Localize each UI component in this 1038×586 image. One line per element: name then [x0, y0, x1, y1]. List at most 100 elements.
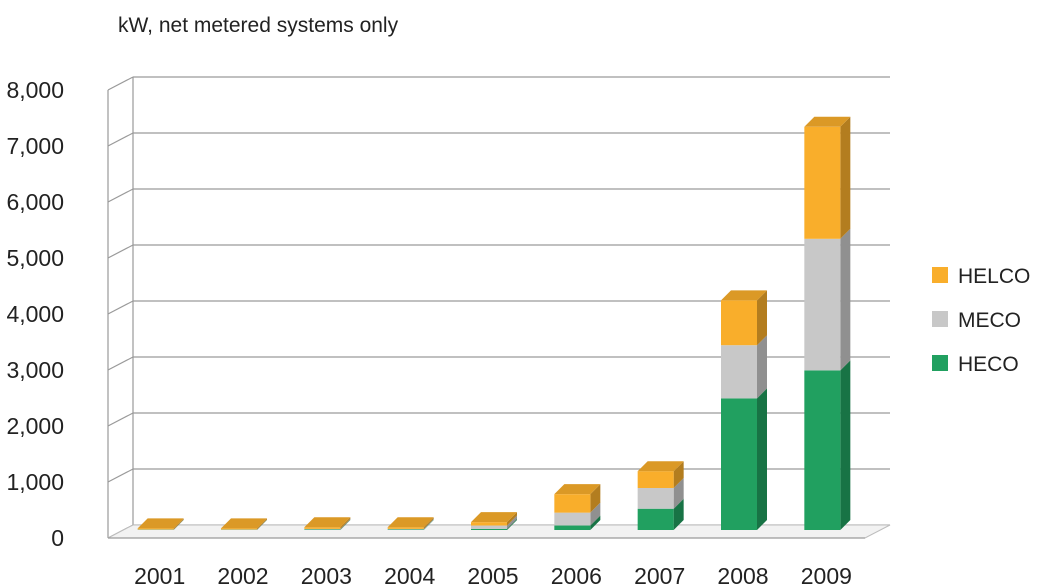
gridline-wall — [107, 76, 134, 91]
bars — [137, 116, 851, 530]
bar-front — [637, 508, 674, 530]
legend-label-meco: MECO — [958, 309, 1021, 332]
bar-meco-2007 — [637, 478, 684, 509]
bar-heco-2002 — [221, 519, 267, 530]
bar-meco-2001 — [137, 519, 184, 530]
bar-side — [257, 519, 267, 530]
bar-front — [554, 525, 591, 530]
bar-side — [590, 502, 601, 526]
bar-side — [590, 515, 601, 530]
bar-top — [721, 290, 767, 301]
bar-helco-2006 — [554, 484, 601, 513]
bar-heco-2009 — [804, 360, 851, 530]
bar-front — [471, 528, 507, 530]
gridline-wall — [107, 300, 134, 315]
legend-label-helco: HELCO — [958, 265, 1030, 288]
bar-heco-2007 — [637, 498, 684, 530]
bar-top — [804, 116, 851, 127]
x-tick-label: 2003 — [301, 563, 352, 586]
bar-side — [507, 518, 517, 530]
bar-top — [387, 517, 434, 528]
bar-meco-2009 — [804, 228, 851, 371]
bar-front — [304, 529, 341, 530]
bar-front — [221, 528, 257, 530]
bar-side — [340, 517, 351, 529]
legend-label-heco: HECO — [958, 353, 1019, 376]
bar-helco-2004 — [387, 517, 434, 529]
bar-side — [423, 519, 434, 530]
bar-side — [673, 478, 684, 509]
bar-side — [590, 484, 601, 513]
bar-side — [173, 518, 184, 530]
bar-front — [304, 527, 341, 529]
bar-side — [423, 517, 434, 529]
gridline-wall — [107, 468, 134, 483]
bar-front — [637, 471, 674, 488]
bar-front — [387, 527, 424, 529]
bar-top — [471, 512, 517, 523]
y-tick-label: 6,000 — [6, 189, 64, 215]
chart-floor — [107, 524, 891, 539]
bar-meco-2005 — [471, 515, 517, 529]
bar-front — [804, 238, 841, 371]
bar-meco-2006 — [554, 502, 601, 526]
bar-meco-2004 — [387, 518, 434, 530]
bar-heco-2005 — [471, 518, 517, 530]
bar-top — [304, 517, 351, 528]
x-tick-label: 2007 — [634, 563, 685, 586]
bar-front — [554, 494, 591, 513]
bar-heco-2008 — [721, 388, 767, 530]
bar-helco-2008 — [721, 290, 767, 346]
bar-front — [721, 345, 757, 399]
legend: HELCO MECO HECO — [932, 265, 1030, 376]
y-axis-label: kW, net metered systems only — [118, 14, 399, 37]
y-tick-label: 1,000 — [6, 469, 64, 495]
bar-side — [257, 518, 267, 530]
bar-front — [137, 528, 174, 530]
bar-helco-2002 — [221, 518, 267, 530]
bar-helco-2003 — [304, 517, 351, 529]
legend-swatch-heco — [932, 355, 948, 371]
legend-swatch-helco — [932, 267, 948, 283]
bar-front — [721, 300, 757, 346]
bar-top — [221, 518, 267, 529]
bar-side — [840, 360, 851, 530]
y-tick-label: 5,000 — [6, 245, 64, 271]
bar-top — [554, 484, 601, 495]
bar-heco-2003 — [304, 519, 351, 530]
bar-side — [340, 519, 351, 530]
x-tick-label: 2001 — [134, 563, 185, 586]
bar-side — [840, 116, 851, 239]
bar-meco-2008 — [721, 335, 767, 399]
y-tick-label: 3,000 — [6, 357, 64, 383]
bar-side — [757, 388, 767, 530]
legend-swatch-meco — [932, 311, 948, 327]
gridlines — [107, 76, 890, 539]
bar-side — [757, 335, 767, 399]
gridline-wall — [107, 244, 134, 259]
bar-helco-2009 — [804, 116, 851, 239]
gridline-wall — [107, 132, 134, 147]
bar-side — [173, 519, 184, 530]
bar-helco-2007 — [637, 461, 684, 488]
bar-meco-2003 — [304, 518, 351, 530]
bar-side — [257, 519, 267, 530]
x-tick-label: 2008 — [717, 563, 768, 586]
bar-helco-2005 — [471, 512, 517, 526]
bar-side — [673, 498, 684, 530]
bar-side — [840, 228, 851, 371]
bar-top — [137, 518, 184, 529]
bar-heco-2004 — [387, 519, 434, 530]
y-tick-label: 2,000 — [6, 413, 64, 439]
bar-side — [507, 515, 517, 529]
y-axis-ticks: 0 1,000 2,000 3,000 4,000 5,000 6,000 7,000 8,00… — [6, 77, 64, 551]
bar-helco-2001 — [137, 518, 184, 530]
bar-heco-2001 — [137, 519, 184, 530]
gridline-wall — [107, 356, 134, 371]
bar-side — [173, 519, 184, 530]
bar-front — [471, 522, 507, 526]
bar-heco-2006 — [554, 515, 601, 530]
bar-front — [721, 398, 757, 530]
x-tick-label: 2009 — [801, 563, 852, 586]
